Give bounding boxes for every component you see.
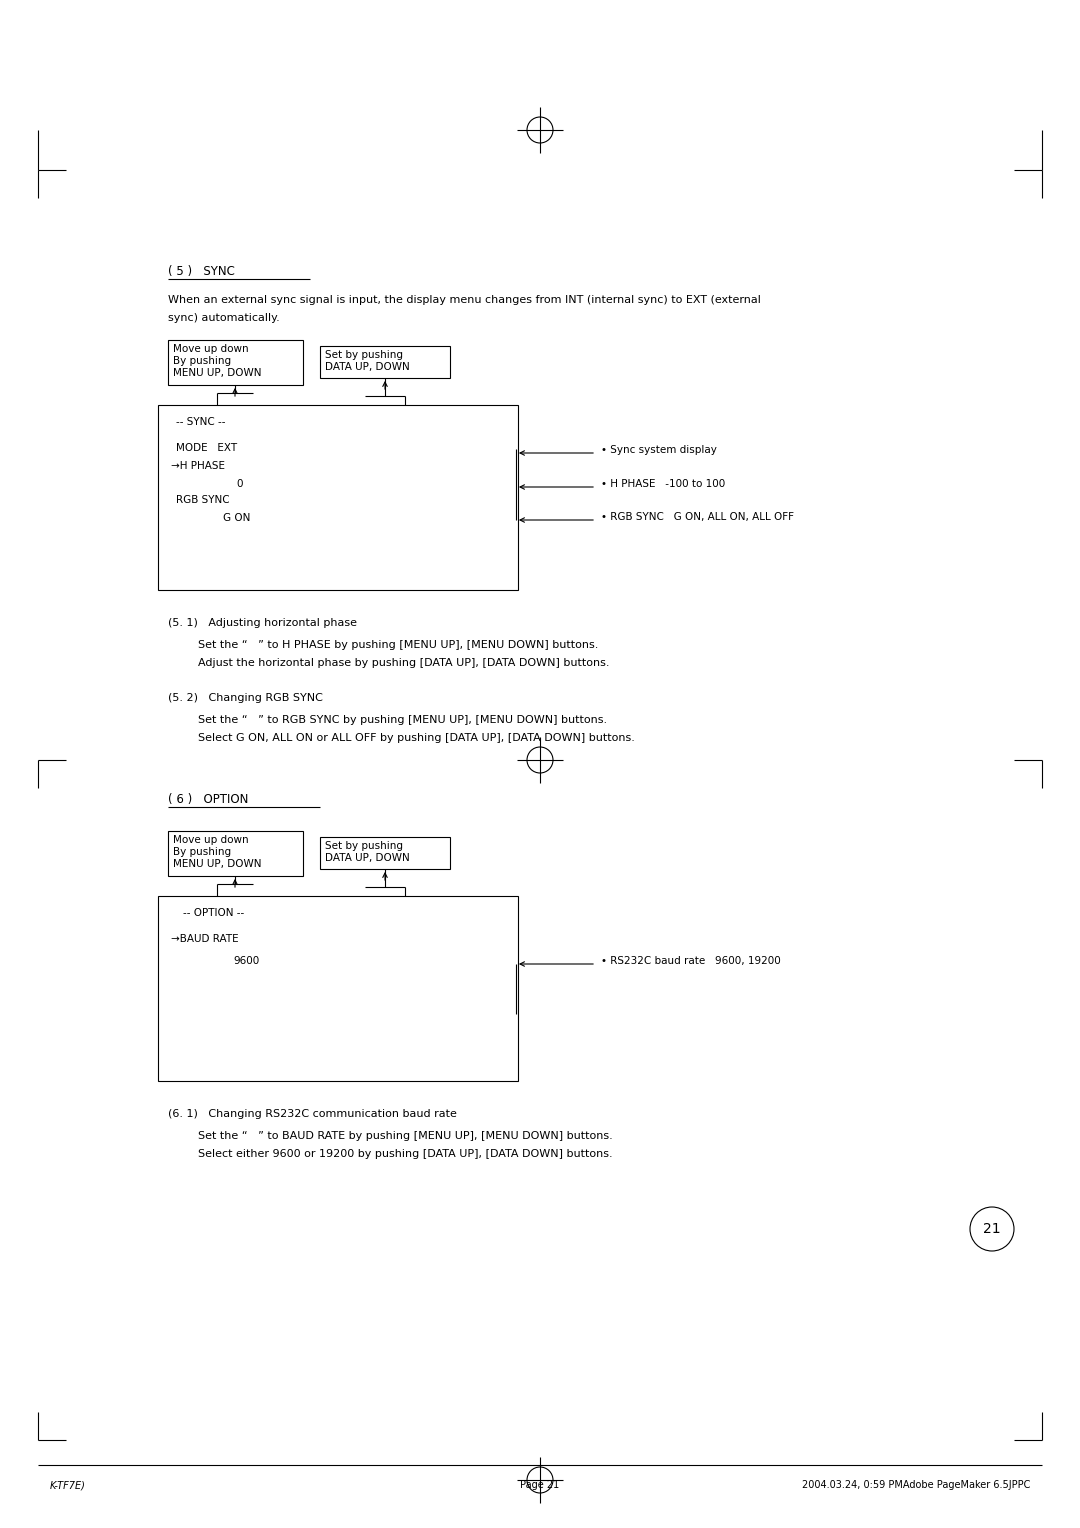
Text: K-TF7E): K-TF7E) — [50, 1481, 86, 1490]
Text: • H PHASE   -100 to 100: • H PHASE -100 to 100 — [600, 478, 726, 489]
Text: Move up down: Move up down — [173, 834, 248, 845]
Text: Set by pushing: Set by pushing — [325, 350, 403, 361]
Text: (5. 2)   Changing RGB SYNC: (5. 2) Changing RGB SYNC — [168, 694, 323, 703]
Text: • Sync system display: • Sync system display — [600, 445, 717, 455]
Text: MODE   EXT: MODE EXT — [176, 443, 238, 452]
Text: Set the “   ” to RGB SYNC by pushing [MENU UP], [MENU DOWN] buttons.: Set the “ ” to RGB SYNC by pushing [MENU… — [198, 715, 607, 724]
Text: Adjust the horizontal phase by pushing [DATA UP], [DATA DOWN] buttons.: Adjust the horizontal phase by pushing [… — [198, 659, 609, 668]
Text: →H PHASE: →H PHASE — [171, 461, 225, 471]
Bar — [158, 895, 518, 1080]
Bar — [320, 837, 450, 869]
Text: Set the “   ” to H PHASE by pushing [MENU UP], [MENU DOWN] buttons.: Set the “ ” to H PHASE by pushing [MENU … — [198, 640, 598, 649]
Text: sync) automatically.: sync) automatically. — [168, 313, 280, 322]
Text: G ON: G ON — [222, 513, 251, 523]
Text: Set by pushing: Set by pushing — [325, 840, 403, 851]
Text: Page 21: Page 21 — [521, 1481, 559, 1490]
Text: ( 5 )   SYNC: ( 5 ) SYNC — [168, 264, 234, 278]
Bar — [320, 345, 450, 377]
Text: • RGB SYNC   G ON, ALL ON, ALL OFF: • RGB SYNC G ON, ALL ON, ALL OFF — [600, 512, 794, 523]
Text: ( 6 )   OPTION: ( 6 ) OPTION — [168, 793, 248, 805]
Text: • RS232C baud rate   9600, 19200: • RS232C baud rate 9600, 19200 — [600, 957, 781, 966]
Text: MENU UP, DOWN: MENU UP, DOWN — [173, 368, 261, 377]
Text: By pushing: By pushing — [173, 356, 231, 367]
Bar — [168, 831, 303, 876]
Text: 9600: 9600 — [233, 957, 259, 966]
Text: DATA UP, DOWN: DATA UP, DOWN — [325, 853, 409, 863]
Text: 0: 0 — [237, 478, 243, 489]
Text: RGB SYNC: RGB SYNC — [176, 495, 230, 504]
Text: (6. 1)   Changing RS232C communication baud rate: (6. 1) Changing RS232C communication bau… — [168, 1109, 457, 1118]
Text: Select either 9600 or 19200 by pushing [DATA UP], [DATA DOWN] buttons.: Select either 9600 or 19200 by pushing [… — [198, 1149, 612, 1160]
Bar — [168, 341, 303, 385]
Text: By pushing: By pushing — [173, 847, 231, 857]
Bar — [158, 405, 518, 590]
Text: Move up down: Move up down — [173, 344, 248, 354]
Text: MENU UP, DOWN: MENU UP, DOWN — [173, 859, 261, 869]
Text: When an external sync signal is input, the display menu changes from INT (intern: When an external sync signal is input, t… — [168, 295, 761, 306]
Text: Select G ON, ALL ON or ALL OFF by pushing [DATA UP], [DATA DOWN] buttons.: Select G ON, ALL ON or ALL OFF by pushin… — [198, 733, 635, 743]
Text: -- SYNC --: -- SYNC -- — [176, 417, 226, 426]
Text: →BAUD RATE: →BAUD RATE — [171, 934, 239, 944]
Text: -- OPTION --: -- OPTION -- — [183, 908, 244, 918]
Text: 21: 21 — [983, 1222, 1001, 1236]
Text: (5. 1)   Adjusting horizontal phase: (5. 1) Adjusting horizontal phase — [168, 617, 357, 628]
Text: DATA UP, DOWN: DATA UP, DOWN — [325, 362, 409, 371]
Text: Set the “   ” to BAUD RATE by pushing [MENU UP], [MENU DOWN] buttons.: Set the “ ” to BAUD RATE by pushing [MEN… — [198, 1131, 612, 1141]
Text: 2004.03.24, 0:59 PMAdobe PageMaker 6.5JPPC: 2004.03.24, 0:59 PMAdobe PageMaker 6.5JP… — [801, 1481, 1030, 1490]
